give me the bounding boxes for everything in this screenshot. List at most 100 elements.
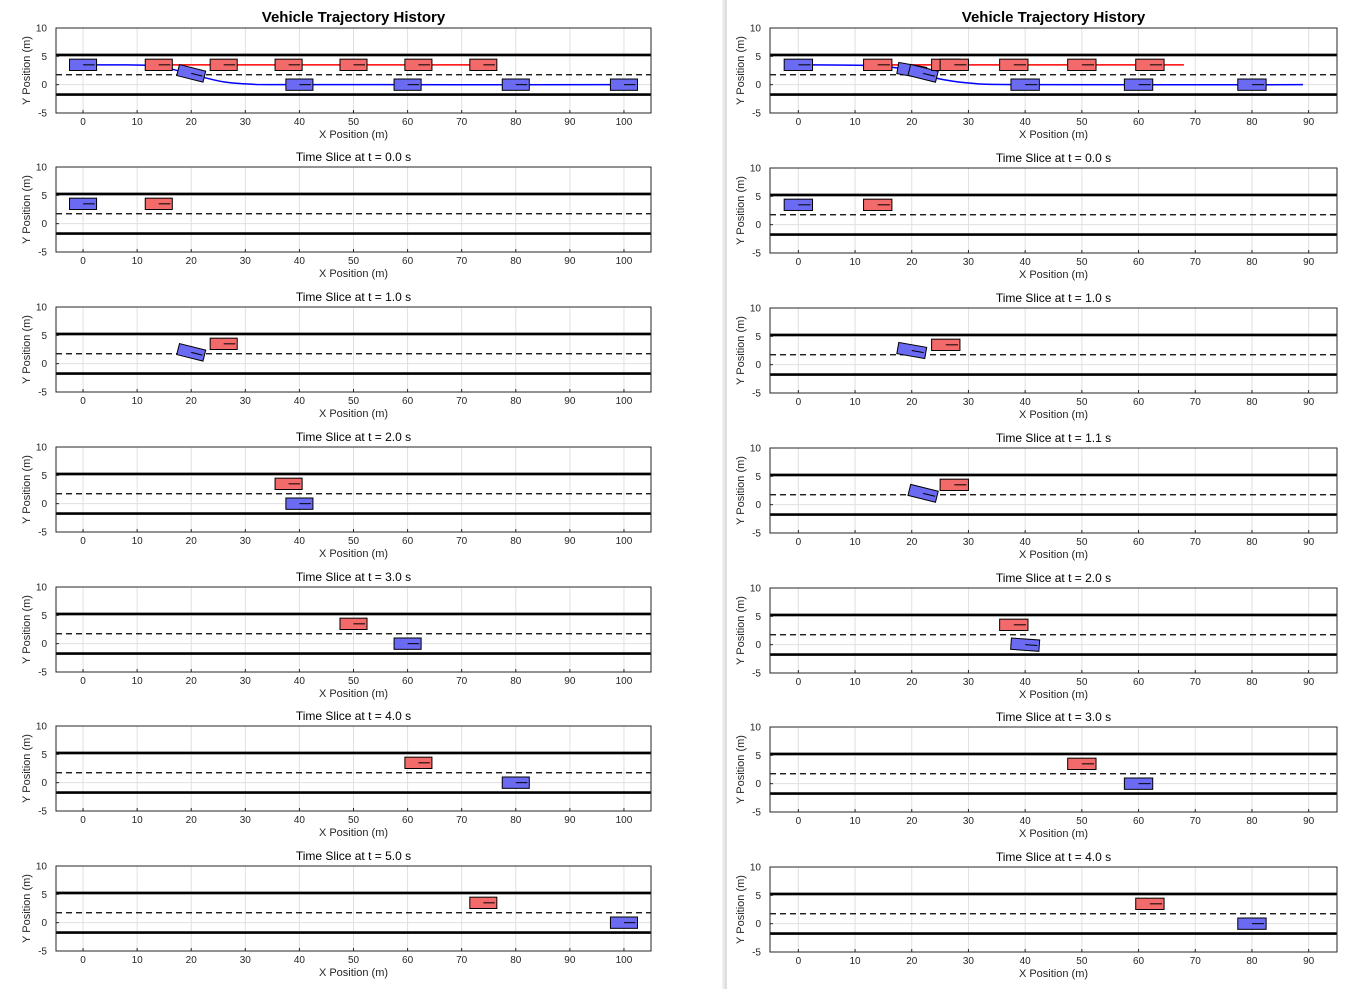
y-tick-label: -5: [38, 528, 47, 539]
window-divider: [722, 0, 730, 989]
plot-area: [56, 332, 651, 375]
red-vehicle-marker: [939, 58, 969, 72]
x-tick-label: 90: [1303, 257, 1315, 268]
x-tick-label: 60: [1133, 677, 1145, 688]
plot-area: [56, 891, 651, 934]
plot-area: [56, 751, 651, 794]
plot-area: [56, 612, 651, 655]
y-axis-label: Y Position (m): [21, 315, 33, 384]
x-tick-label: 40: [294, 815, 306, 826]
x-tick-label: 60: [402, 396, 414, 407]
x-tick-label: 80: [1246, 257, 1258, 268]
x-tick-label: 80: [510, 256, 522, 267]
y-tick-label: 10: [750, 863, 762, 874]
x-tick-label: 20: [186, 256, 198, 267]
subplot-left-4: 0 10 20 30 40 50 60 70 80 90 100 -5 0 5 10 Time Slice a…: [21, 570, 652, 700]
x-tick-label: 0: [796, 257, 802, 268]
heading-indicator: [922, 72, 936, 77]
axes-background: [770, 727, 1337, 812]
plot-area: [56, 192, 651, 235]
red-vehicle-marker: [274, 477, 303, 491]
blue-vehicle-marker: [501, 78, 530, 91]
subplot-right-3: 0 10 20 30 40 50 60 70 80 90 -5 0 5 10 Time Slice at t…: [735, 431, 1338, 561]
x-tick-label: 40: [294, 396, 306, 407]
red-vehicle-body: [1067, 58, 1097, 72]
x-tick-label: 30: [963, 117, 975, 128]
x-tick-label: 20: [186, 536, 198, 547]
y-tick-label: 5: [41, 750, 47, 761]
heading-indicator: [191, 72, 203, 77]
x-tick-label: 30: [240, 955, 252, 966]
x-axis-label: X Position (m): [319, 827, 388, 839]
y-tick-label: 0: [41, 918, 47, 929]
y-tick-label: 0: [755, 500, 761, 511]
x-tick-label: 30: [963, 397, 975, 408]
y-axis-label: Y Position (m): [735, 36, 747, 105]
subplot-right-0: 0 10 20 30 40 50 60 70 80 90 -5 0 5 10 Vehicle Traject…: [735, 9, 1338, 141]
x-tick-label: 10: [849, 537, 861, 548]
x-tick-label: 60: [1133, 816, 1145, 827]
red-vehicle-marker: [469, 58, 498, 72]
x-tick-label: 0: [796, 537, 802, 548]
x-tick-label: 10: [132, 955, 144, 966]
y-tick-label: 5: [41, 191, 47, 202]
blue-vehicle-marker: [69, 197, 98, 210]
x-tick-label: 60: [1133, 956, 1145, 967]
y-tick-label: -5: [38, 668, 47, 679]
figure-window-right: 0 10 20 30 40 50 60 70 80 90 -5 0 5 10 Vehicle Traject…: [727, 0, 1350, 989]
x-tick-label: 80: [510, 396, 522, 407]
x-tick-label: 30: [963, 677, 975, 688]
y-tick-label: 0: [41, 219, 47, 230]
x-tick-label: 0: [796, 816, 802, 827]
y-tick-label: 5: [41, 471, 47, 482]
y-tick-label: -5: [752, 109, 761, 120]
x-tick-label: 100: [616, 256, 633, 267]
blue-vehicle-marker: [176, 342, 207, 362]
y-axis-label: Y Position (m): [21, 175, 33, 244]
x-tick-label: 20: [906, 257, 918, 268]
subplot-right-2: 0 10 20 30 40 50 60 70 80 90 -5 0 5 10 Time Slice at t…: [735, 291, 1338, 421]
y-tick-label: 10: [36, 862, 48, 873]
x-axis-label: X Position (m): [1019, 549, 1088, 561]
x-tick-label: 80: [510, 955, 522, 966]
x-tick-label: 70: [1190, 677, 1202, 688]
x-tick-label: 80: [510, 815, 522, 826]
x-tick-label: 40: [294, 676, 306, 687]
subplot-title: Time Slice at t = 1.0 s: [996, 291, 1111, 305]
subplot-title: Time Slice at t = 3.0 s: [296, 570, 411, 584]
y-tick-label: 10: [750, 584, 762, 595]
blue-vehicle-marker: [176, 63, 207, 83]
blue-vehicle-marker: [1010, 637, 1041, 652]
x-tick-label: 40: [294, 536, 306, 547]
red-vehicle-marker: [144, 58, 173, 72]
subplot-title: Vehicle Trajectory History: [262, 9, 446, 26]
y-tick-label: 10: [750, 304, 762, 315]
axes-box: [769, 587, 1338, 674]
y-tick-label: 5: [755, 52, 761, 63]
x-tick-label: 0: [80, 117, 86, 128]
red-vehicle-body: [1067, 757, 1097, 770]
red-vehicle-marker: [999, 58, 1029, 72]
red-vehicle-marker: [1135, 58, 1165, 72]
y-tick-label: 0: [755, 220, 761, 231]
x-tick-label: 0: [796, 677, 802, 688]
x-tick-label: 0: [796, 397, 802, 408]
subplot-title: Time Slice at t = 2.0 s: [996, 571, 1111, 585]
x-tick-label: 100: [616, 815, 633, 826]
x-tick-label: 60: [402, 815, 414, 826]
x-axis-label: X Position (m): [319, 408, 388, 420]
y-axis-label: Y Position (m): [735, 735, 747, 804]
x-tick-label: 60: [402, 256, 414, 267]
x-tick-label: 20: [906, 397, 918, 408]
x-tick-label: 20: [906, 677, 918, 688]
x-tick-label: 40: [1020, 816, 1032, 827]
x-tick-label: 10: [849, 397, 861, 408]
y-tick-label: -5: [752, 529, 761, 540]
x-tick-label: 10: [849, 117, 861, 128]
x-axis-label: X Position (m): [1019, 968, 1088, 980]
y-tick-label: 0: [755, 919, 761, 930]
blue-vehicle-marker: [783, 198, 814, 211]
x-tick-label: 40: [1020, 677, 1032, 688]
x-tick-label: 20: [186, 396, 198, 407]
y-axis-label: Y Position (m): [21, 595, 33, 664]
